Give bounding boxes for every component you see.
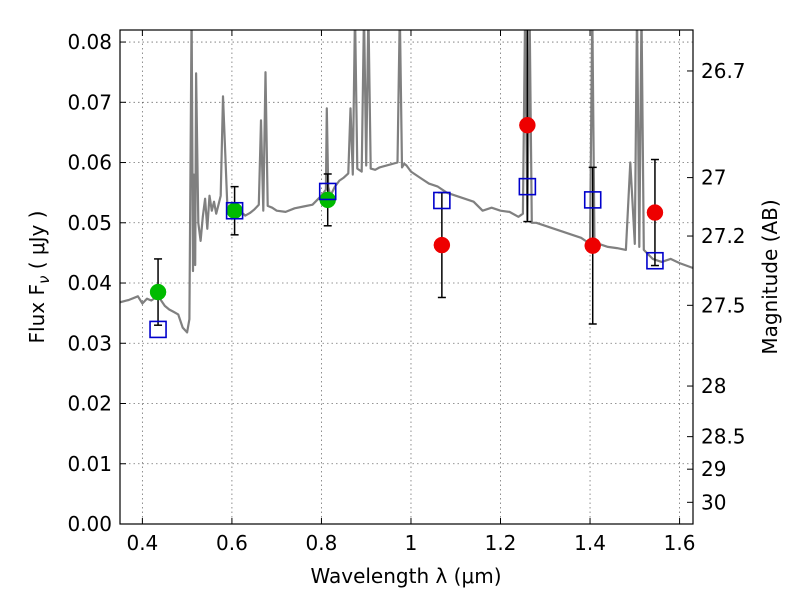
y-tick-label: 0.01 — [67, 452, 112, 476]
y-axis-label-left: Flux Fν ( μJy ) — [25, 211, 53, 344]
y-tick-label: 0.05 — [67, 211, 112, 235]
y-axis-label-right: Magnitude (AB) — [758, 199, 782, 354]
x-tick-label: 1 — [405, 531, 418, 555]
data-point-square — [518, 177, 537, 196]
right-tick-label: 27.2 — [701, 224, 746, 248]
svg-text:Flux Fν ( μJy ): Flux Fν ( μJy ) — [25, 211, 53, 344]
data-points — [149, 30, 664, 339]
right-tick-label: 28 — [701, 374, 726, 398]
right-tick-label: 27 — [701, 166, 726, 190]
data-point-square — [433, 191, 451, 210]
x-tick-label: 1.2 — [485, 531, 517, 555]
axis-ticks: 0.4 0.6 0.8 1 1.2 1.4 1.6 0.00 0.01 0.02 0.03 0.04 0… — [67, 30, 746, 555]
data-point-circle — [584, 237, 601, 254]
x-tick-label: 0.4 — [126, 531, 158, 555]
y-axis-label-text: Flux F — [25, 284, 49, 343]
plot-frame — [119, 29, 694, 525]
model-spectrum-line — [120, 30, 693, 334]
right-tick-label: 28.5 — [701, 425, 746, 449]
data-point-square — [149, 320, 167, 339]
x-tick-label: 0.6 — [216, 531, 248, 555]
x-tick-label: 1.6 — [664, 531, 696, 555]
y-axis-label-unit: ( μJy ) — [25, 211, 49, 270]
y-tick-label: 0.07 — [67, 90, 112, 114]
right-tick-label: 29 — [701, 457, 726, 481]
data-point-circle — [433, 236, 451, 254]
x-tick-label: 0.8 — [306, 531, 338, 555]
data-point-square — [225, 201, 244, 220]
x-tick-label: 1.4 — [574, 531, 606, 555]
x-axis-label: Wavelength λ (μm) — [310, 564, 501, 588]
right-tick-label: 26.7 — [701, 59, 746, 83]
data-point-square — [646, 251, 664, 270]
right-tick-label: 30 — [701, 490, 726, 514]
y-tick-label: 0.00 — [67, 512, 112, 536]
right-tick-label: 27.5 — [701, 293, 746, 317]
y-tick-label: 0.08 — [67, 30, 112, 54]
data-point-square — [583, 191, 602, 209]
right-axis-label: Magnitude (AB) — [758, 199, 782, 354]
data-point-square — [318, 182, 337, 201]
y-tick-label: 0.03 — [67, 331, 112, 355]
data-point-circle — [226, 202, 243, 219]
data-point-circle — [149, 283, 167, 301]
y-tick-label: 0.04 — [67, 271, 112, 295]
y-tick-label: 0.02 — [67, 392, 112, 416]
y-axis-label-subscript: ν — [35, 276, 53, 284]
y-tick-label: 0.06 — [67, 151, 112, 175]
data-point-circle — [519, 116, 536, 134]
data-point-circle — [646, 204, 664, 221]
